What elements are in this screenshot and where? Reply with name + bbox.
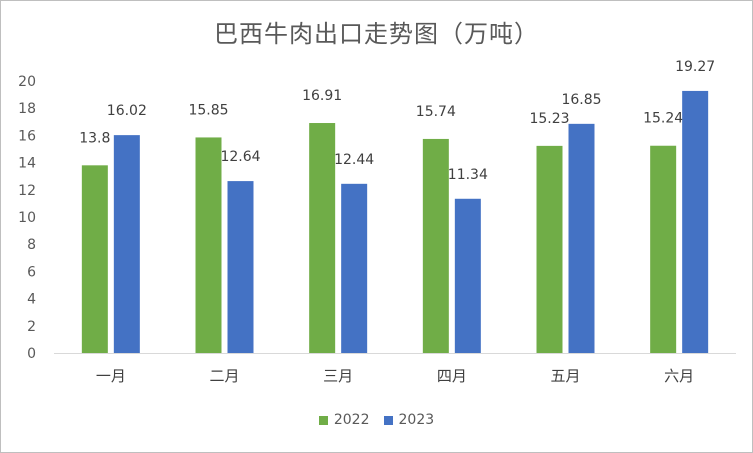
y-tick-label: 8: [27, 237, 36, 253]
legend-label-2023: 2023: [398, 412, 435, 428]
bar-2022: [650, 145, 677, 353]
y-tick-label: 14: [18, 156, 36, 172]
y-tick-label: 12: [18, 183, 36, 199]
legend-label-2022: 2022: [333, 412, 370, 428]
chart-title: 巴西牛肉出口走势图（万吨）: [214, 20, 539, 48]
x-tick-label: 六月: [664, 367, 694, 385]
data-label-2023: 19.27: [675, 59, 715, 75]
legend: 2022 2023: [0, 412, 753, 428]
bar-2023: [113, 135, 140, 353]
x-tick-label: 二月: [209, 367, 239, 385]
bar-2023: [682, 90, 709, 353]
y-tick-label: 10: [18, 210, 36, 226]
bar-2023: [341, 183, 368, 353]
y-tick-label: 4: [27, 292, 36, 308]
bar-2023: [568, 123, 595, 353]
data-label-2022: 15.23: [529, 111, 569, 127]
data-label-2022: 15.74: [416, 104, 456, 120]
y-tick-label: 0: [27, 346, 36, 362]
data-label-2023: 11.34: [448, 167, 488, 183]
legend-swatch-2022: [318, 415, 328, 425]
x-tick-label: 五月: [550, 367, 580, 385]
bar-2023: [454, 198, 481, 353]
legend-swatch-2023: [383, 415, 393, 425]
bar-2023: [227, 181, 254, 353]
data-label-2022: 15.85: [188, 102, 228, 118]
data-label-2022: 16.91: [302, 88, 342, 104]
x-tick-label: 一月: [96, 367, 126, 385]
data-label-2023: 12.64: [220, 149, 260, 165]
data-label-2022: 15.24: [643, 111, 683, 127]
y-tick-label: 6: [27, 264, 36, 280]
bar-2022: [81, 165, 108, 353]
data-label-2022: 13.8: [79, 130, 110, 146]
y-tick-label: 18: [18, 101, 36, 117]
legend-item-2023: 2023: [383, 412, 435, 428]
x-tick-label: 四月: [437, 367, 467, 385]
y-tick-label: 20: [18, 74, 36, 90]
data-label-2023: 16.02: [107, 103, 147, 119]
x-tick-label: 三月: [323, 367, 353, 385]
legend-item-2022: 2022: [318, 412, 370, 428]
y-tick-label: 2: [27, 319, 36, 335]
bar-2022: [309, 123, 336, 353]
y-tick-label: 16: [18, 128, 36, 144]
bar-2022: [536, 145, 563, 353]
bar-2022: [422, 138, 449, 353]
bar-2022: [195, 137, 222, 353]
data-label-2023: 12.44: [334, 152, 374, 168]
data-label-2023: 16.85: [561, 92, 601, 108]
